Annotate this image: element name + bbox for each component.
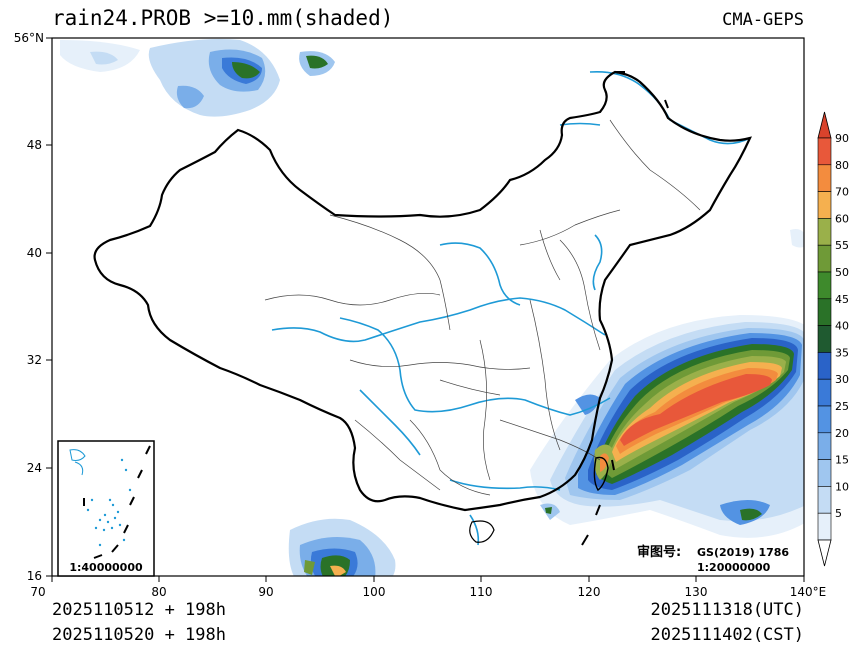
- lon-label-130: 130: [685, 585, 708, 599]
- colorbar-label: 55: [835, 239, 849, 252]
- colorbar-segment: [817, 271, 832, 300]
- colorbar-label: 10: [835, 480, 849, 493]
- lon-label-100: 100: [363, 585, 386, 599]
- colorbar-segment: [817, 218, 832, 246]
- colorbar-label: 25: [835, 400, 849, 413]
- colorbar-bottom-arrow: [817, 539, 832, 567]
- colorbar-segment: [817, 405, 832, 434]
- colorbar-segment: [817, 244, 832, 273]
- colorbar-segment: [817, 164, 832, 192]
- approval-label: 审图号:: [637, 544, 681, 560]
- colorbar-segment: [817, 459, 832, 487]
- colorbar-label: 45: [835, 293, 849, 306]
- colorbar-segment: [817, 352, 832, 380]
- lon-label-110: 110: [470, 585, 493, 599]
- colorbar-label: 5: [835, 507, 842, 520]
- lon-label-140: 140°E: [790, 585, 827, 599]
- lat-label-24: 24: [27, 461, 42, 475]
- map-scale: 1:20000000: [697, 561, 771, 574]
- approval-code: GS(2019) 1786: [697, 546, 789, 559]
- model-source: CMA-GEPS: [722, 10, 804, 30]
- colorbar-segment: [817, 191, 832, 219]
- init-time-utc: 2025110512 + 198h: [52, 600, 226, 620]
- taiwan-outline: [593, 456, 609, 492]
- lat-label-56: 56°N: [14, 31, 44, 45]
- colorbar-label: 80: [835, 159, 849, 172]
- inset-scale: 1:40000000: [69, 561, 143, 574]
- nine-dash-line: [581, 71, 669, 546]
- valid-time-utc: 2025111318(UTC): [650, 600, 804, 620]
- colorbar-segment: [817, 298, 832, 326]
- hainan-outline: [469, 520, 495, 543]
- map-title: rain24.PROB >=10.mm(shaded): [52, 6, 394, 30]
- lat-label-16: 16: [27, 569, 42, 583]
- colorbar-segment: [817, 432, 832, 460]
- lat-label-32: 32: [27, 353, 42, 367]
- colorbar-label: 15: [835, 454, 849, 467]
- lat-label-48: 48: [27, 138, 42, 152]
- colorbar-label: 60: [835, 212, 849, 225]
- valid-time-cst: 2025111402(CST): [650, 625, 804, 645]
- lat-label-40: 40: [27, 246, 42, 260]
- colorbar: 90 80 70 60 55 50 45 40 35 30 25 20 15 10 5: [817, 111, 849, 567]
- colorbar-segment: [817, 325, 832, 353]
- lon-label-80: 80: [151, 585, 166, 599]
- colorbar-label: 20: [835, 427, 849, 440]
- lon-label-70: 70: [30, 585, 45, 599]
- colorbar-label: 35: [835, 346, 849, 359]
- lon-label-90: 90: [258, 585, 273, 599]
- probability-shading: [60, 39, 804, 576]
- lon-label-120: 120: [578, 585, 601, 599]
- colorbar-segment: [817, 137, 832, 166]
- init-time-cst: 2025110520 + 198h: [52, 625, 226, 645]
- south-china-sea-inset: 1:40000000: [57, 440, 155, 577]
- colorbar-label: 40: [835, 320, 849, 333]
- national-boundary: [93, 70, 752, 512]
- colorbar-label: 90: [835, 132, 849, 145]
- map-frame: [51, 37, 805, 577]
- province-boundaries: [264, 119, 701, 496]
- colorbar-label: 50: [835, 266, 849, 279]
- colorbar-segment: [817, 378, 832, 407]
- colorbar-segment: [817, 512, 832, 541]
- colorbar-segment: [817, 486, 832, 514]
- colorbar-top-arrow: [817, 111, 832, 139]
- colorbar-label: 30: [835, 373, 849, 386]
- colorbar-label: 70: [835, 186, 849, 199]
- axis-ticks: [46, 37, 805, 582]
